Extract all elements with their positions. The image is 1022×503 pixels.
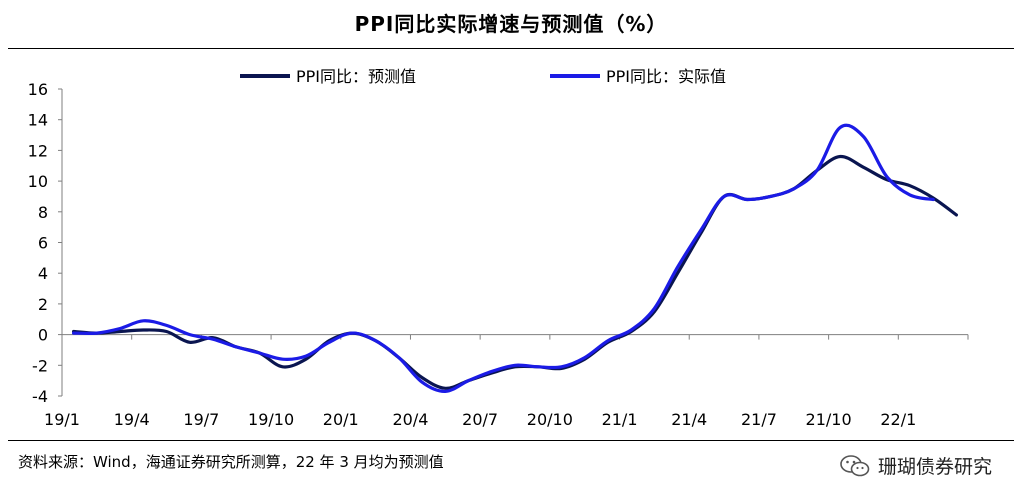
y-tick-label: 2: [38, 295, 48, 314]
x-tick-label: 21/10: [806, 410, 852, 429]
x-tick-label: 20/4: [392, 410, 428, 429]
y-tick-label: 14: [28, 111, 48, 130]
y-tick-label: 10: [28, 172, 48, 191]
x-tick-label: 19/7: [183, 410, 219, 429]
x-tick-label: 20/10: [527, 410, 573, 429]
watermark-text: 珊瑚债券研究: [877, 456, 992, 478]
y-tick-label: 12: [28, 141, 48, 160]
x-tick-label: 21/4: [671, 410, 707, 429]
x-tick-label: 22/1: [880, 410, 916, 429]
x-tick-label: 19/10: [248, 410, 294, 429]
y-tick-label: -4: [32, 387, 48, 406]
x-tick-label: 21/7: [741, 410, 777, 429]
y-tick-label: 8: [38, 203, 48, 222]
title-rule: [8, 48, 1014, 49]
x-tick-label: 20/7: [462, 410, 498, 429]
forecast-line: [72, 154, 958, 390]
actual-line: [72, 123, 935, 394]
x-tick-label: 19/1: [44, 410, 80, 429]
y-tick-label: 16: [28, 80, 48, 99]
x-axis: 19/1 19/4 19/7 19/10 20/1 20/4 20/7 20/10 21/1 21…: [44, 334, 969, 429]
y-tick-label: 4: [38, 264, 48, 283]
x-tick-label: 21/1: [602, 410, 638, 429]
legend: PPI同比：预测值 PPI同比：实际值: [240, 67, 726, 86]
legend-label: PPI同比：实际值: [606, 67, 726, 86]
x-tick-label: 19/4: [114, 410, 150, 429]
y-axis: -4 -2 0 2 4 6 8 10 12 14 16: [28, 80, 63, 406]
chart-title: PPI同比实际增速与预测值（%）: [354, 12, 668, 36]
x-tick-label: 20/1: [323, 410, 359, 429]
watermark: 珊瑚债券研究: [840, 452, 992, 479]
wechat-icon: [840, 454, 870, 476]
source-rule: [8, 440, 1014, 441]
legend-label: PPI同比：预测值: [296, 67, 416, 86]
y-tick-label: 6: [38, 234, 48, 253]
y-tick-label: -2: [32, 356, 48, 375]
series-lines: [72, 123, 958, 394]
y-tick-label: 0: [38, 326, 48, 345]
source-note: 资料来源：Wind，海通证券研究所测算，22 年 3 月均为预测值: [18, 453, 444, 471]
